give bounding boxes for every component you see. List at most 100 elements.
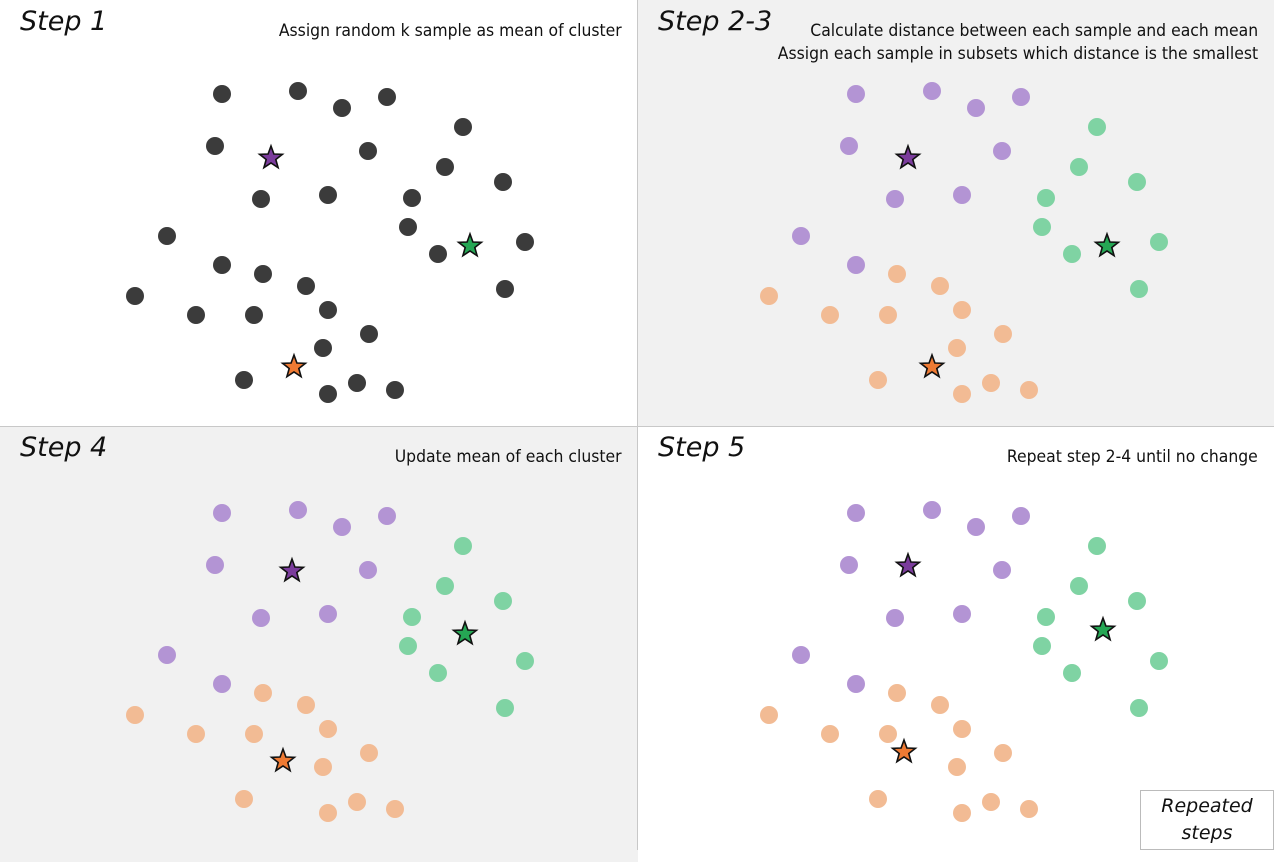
sample-point [888,265,906,283]
sample-point [359,561,377,579]
sample-point [923,82,941,100]
sample-point [869,790,887,808]
sample-point [967,99,985,117]
sample-point [436,577,454,595]
sample-point [386,381,404,399]
step-4-description-line-1: Update mean of each cluster [395,447,622,467]
sample-point [792,646,810,664]
sample-point [429,664,447,682]
step-4-description: Update mean of each cluster [395,446,622,469]
sample-point [953,186,971,204]
sample-point [1070,158,1088,176]
sample-point [252,609,270,627]
sample-point [319,385,337,403]
sample-point [289,82,307,100]
sample-point [213,256,231,274]
sample-point [967,518,985,536]
step-1-scatter [126,82,534,403]
sample-point [319,301,337,319]
sample-point [993,561,1011,579]
step-2-3-description-line-1: Calculate distance between each sample a… [810,21,1258,41]
sample-point [319,605,337,623]
sample-point [245,306,263,324]
sample-point [187,725,205,743]
sample-point [314,339,332,357]
sample-point [1128,592,1146,610]
step-2-3-description-line-2: Assign each sample in subsets which dist… [777,44,1258,64]
panel-step-4: Step 4 Update mean of each cluster [0,426,638,862]
sample-point [1020,800,1038,818]
step-1-title: Step 1 [20,6,108,37]
sample-point [1012,88,1030,106]
sample-point [1012,507,1030,525]
sample-point [297,696,315,714]
step-2-3-scatter [760,82,1168,403]
sample-point [235,790,253,808]
sample-point [760,287,778,305]
sample-point [494,173,512,191]
sample-point [888,684,906,702]
panel-step-2-3: Step 2-3 Calculate distance between each… [638,0,1274,426]
sample-point [399,637,417,655]
sample-point [333,99,351,117]
sample-point [840,556,858,574]
sample-point [213,675,231,693]
sample-point [348,374,366,392]
sample-point [953,804,971,822]
panel-step-1: Step 1 Assign random k sample as mean of… [0,0,638,426]
sample-point [333,518,351,536]
sample-point [982,793,1000,811]
sample-point [378,88,396,106]
cluster-mean-star-icon [456,231,484,258]
sample-point [360,744,378,762]
cluster-mean-star-icon [894,551,922,578]
sample-point [1037,608,1055,626]
sample-point [886,609,904,627]
sample-point [206,137,224,155]
sample-point [993,142,1011,160]
sample-point [454,537,472,555]
sample-point [429,245,447,263]
repeated-steps-note: Repeated steps [1140,790,1274,850]
sample-point [378,507,396,525]
sample-point [1150,652,1168,670]
sample-point [1063,245,1081,263]
sample-point [994,744,1012,762]
sample-point [953,605,971,623]
step-2-3-description: Calculate distance between each sample a… [778,20,1258,66]
sample-point [403,189,421,207]
sample-point [847,256,865,274]
cluster-mean-star-icon [1089,615,1117,642]
sample-point [126,287,144,305]
cluster-mean-star-icon [278,556,306,583]
sample-point [847,675,865,693]
sample-point [886,190,904,208]
repeated-steps-line-2: steps [1181,822,1233,844]
sample-point [1150,233,1168,251]
sample-point [1128,173,1146,191]
sample-point [348,793,366,811]
sample-point [982,374,1000,392]
cluster-mean-star-icon [894,143,922,170]
sample-point [931,696,949,714]
sample-point [953,720,971,738]
sample-point [1088,537,1106,555]
step-5-description-line-1: Repeat step 2-4 until no change [1007,447,1258,467]
sample-point [1033,637,1051,655]
sample-point [879,306,897,324]
sample-point [252,190,270,208]
sample-point [494,592,512,610]
cluster-mean-star-icon [257,143,285,170]
sample-point [213,504,231,522]
sample-point [126,706,144,724]
cluster-mean-star-icon [1093,231,1121,258]
sample-point [359,142,377,160]
sample-point [953,301,971,319]
sample-point [319,720,337,738]
cluster-mean-star-icon [918,352,946,379]
repeated-steps-line-1: Repeated [1161,795,1253,817]
sample-point [840,137,858,155]
sample-point [1070,577,1088,595]
sample-point [1130,280,1148,298]
sample-point [847,504,865,522]
